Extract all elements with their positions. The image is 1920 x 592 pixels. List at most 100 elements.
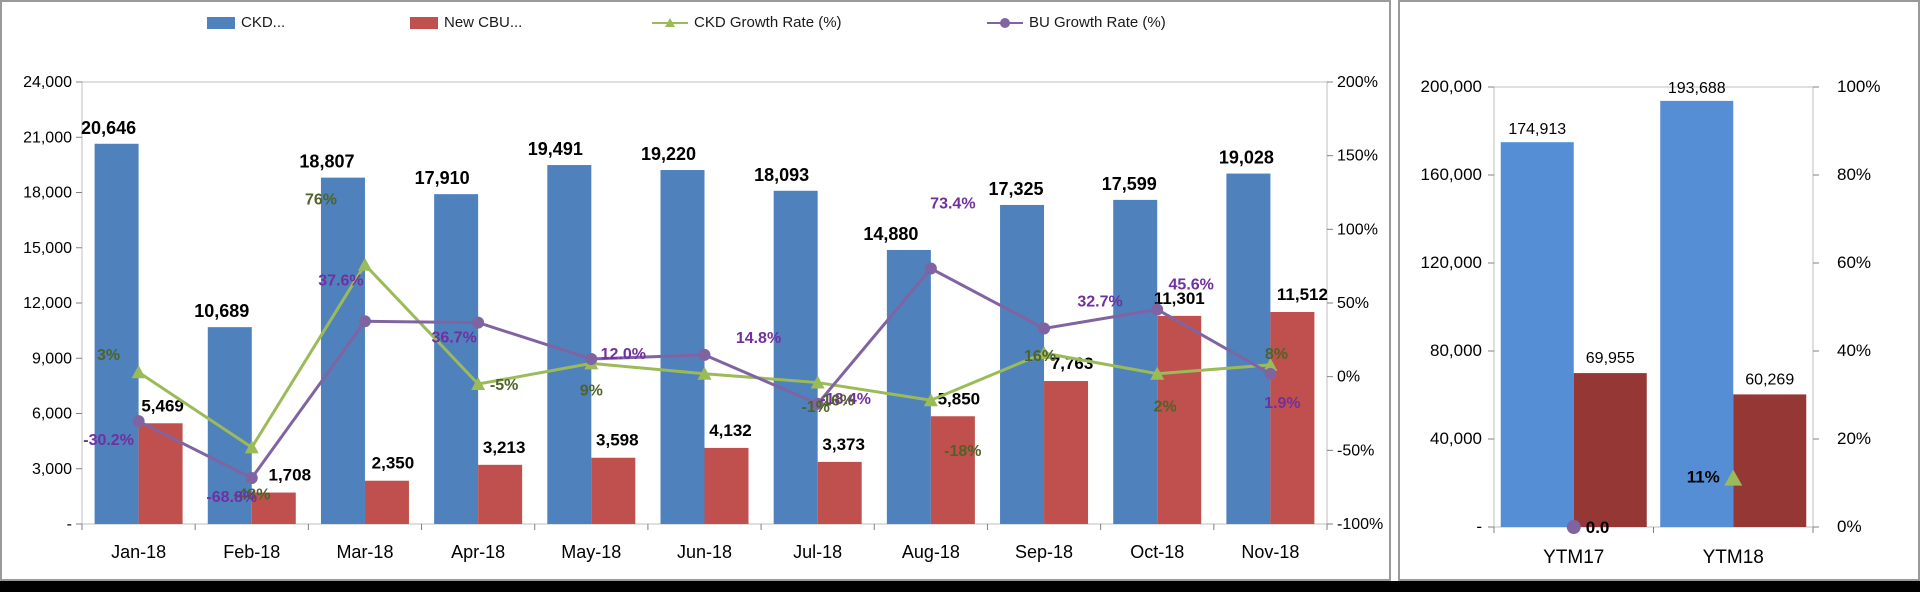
cbu-bar [1573, 373, 1647, 527]
ckd-bar [1226, 173, 1271, 524]
bu-growth-value-label: -68.8% [206, 489, 257, 506]
bu-growth-marker [1566, 520, 1581, 534]
ytd-chart-plot: 200,000 160,000 120,000 80,000 40,000 - 100% 80… [1421, 77, 1881, 568]
bu-growth-marker [924, 262, 937, 275]
legend-item-ckd-growth: CKD Growth Rate (%) [652, 14, 842, 31]
ckd-bar-value-label: 14,880 [863, 224, 918, 244]
ckd-bar [1500, 142, 1574, 527]
y-axis-tick-label: 9,000 [32, 350, 72, 367]
y2-axis-tick-label: 60% [1837, 253, 1871, 272]
bu-growth-value-label: 14.8% [736, 330, 781, 347]
cbu-bar [591, 457, 636, 524]
cbu-bar [478, 464, 523, 524]
cbu-bar [704, 447, 749, 524]
legend-label-ckd-growth: CKD Growth Rate (%) [694, 14, 842, 31]
bu-growth-value-label: 73.4% [930, 196, 975, 213]
x-axis-label: Nov-18 [1241, 542, 1299, 562]
y-axis-tick-label: 120,000 [1421, 253, 1482, 272]
bu-growth-value-label: -18.4% [820, 391, 871, 408]
x-axis-label: Jan-18 [111, 542, 166, 562]
ckd-growth-value-label: -16% [817, 392, 854, 409]
y-axis-tick-label: 80,000 [1430, 341, 1482, 360]
ckd-bar [94, 143, 139, 524]
ckd-growth-value-label: 76% [305, 192, 337, 209]
ckd-growth-marker [244, 440, 259, 454]
ckd-growth-marker [471, 377, 486, 391]
y-axis-tick-label: 21,000 [23, 129, 72, 146]
bu-growth-marker [811, 397, 824, 410]
cbu-bar-value-label: 69,955 [1586, 350, 1635, 367]
legend-swatch-ckd [207, 16, 235, 29]
ckd-bar-value-label: 193,688 [1668, 80, 1726, 97]
y-axis-tick-label: 40,000 [1430, 429, 1482, 448]
y2-axis-tick-label: 80% [1837, 165, 1871, 184]
y-axis-tick-label: - [67, 516, 72, 533]
y2-axis-tick-label: -100% [1337, 516, 1383, 533]
cbu-bar-value-label: 3,213 [483, 438, 526, 457]
y-axis-tick-label: 18,000 [23, 185, 72, 202]
cbu-bar-value-label: 11,512 [1277, 285, 1328, 304]
bu-growth-value-label: -30.2% [83, 432, 134, 449]
ckd-growth-value-label: 3% [97, 347, 120, 364]
cbu-bar-value-label: 1,708 [268, 466, 311, 485]
ckd-growth-marker [1724, 469, 1743, 486]
ckd-growth-value-label: 9% [580, 382, 603, 399]
ckd-growth-marker [1263, 357, 1278, 371]
ckd-bar [207, 327, 252, 524]
ckd-growth-marker [131, 365, 146, 379]
x-axis-label: Aug-18 [902, 542, 960, 562]
bu-growth-marker [1264, 367, 1277, 380]
bu-growth-value-label: 45.6% [1169, 276, 1214, 293]
ckd-bar [886, 249, 931, 524]
ckd-growth-marker [810, 375, 825, 389]
legend-swatch-cbu [410, 16, 438, 29]
ckd-growth-value-label: 8% [1265, 346, 1288, 363]
bu-growth-marker [698, 348, 711, 361]
bu-growth-marker [1151, 303, 1164, 316]
x-axis-label: Mar-18 [336, 542, 393, 562]
y-axis-tick-label: 24,000 [23, 74, 72, 91]
x-axis-label: YTM18 [1703, 547, 1764, 568]
y2-axis-tick-label: 200% [1337, 74, 1378, 91]
y2-axis-tick-label: 0% [1337, 369, 1360, 386]
y2-axis-tick-label: -50% [1337, 442, 1374, 459]
y2-axis-tick-label: 100% [1837, 77, 1880, 96]
monthly-chart-plot: 24,000 21,000 18,000 15,000 12,000 9,000 6,000… [23, 74, 1383, 562]
ckd-growth-marker [1037, 346, 1052, 360]
ckd-bar-value-label: 174,913 [1508, 121, 1566, 138]
y-axis-tick-label: 160,000 [1421, 165, 1482, 184]
ckd-growth-marker [697, 366, 712, 380]
legend-item-cbu: New CBU... [410, 14, 522, 31]
legend-swatch-bu-growth [987, 17, 1023, 28]
ckd-bar-value-label: 19,220 [641, 144, 696, 164]
ckd-bar [1000, 204, 1045, 524]
ckd-bar-value-label: 19,028 [1219, 148, 1274, 168]
y-axis-tick-label: 15,000 [23, 240, 72, 257]
bottom-border [0, 581, 1920, 592]
cbu-bar [364, 480, 409, 524]
bu-growth-marker [245, 472, 258, 485]
cbu-bar-value-label: 5,469 [141, 396, 184, 415]
ckd-bar-value-label: 10,689 [194, 301, 249, 321]
cbu-bar-value-label: 3,373 [822, 435, 865, 454]
ckd-bar [773, 190, 818, 525]
cbu-bar [930, 416, 975, 524]
ckd-bar [1113, 199, 1158, 525]
y2-axis-tick-label: 150% [1337, 148, 1378, 165]
x-axis-label: Jul-18 [793, 542, 842, 562]
y-axis-tick-label: 200,000 [1421, 77, 1482, 96]
bu-growth-marker [358, 315, 371, 328]
cbu-bar-value-label: 60,269 [1745, 371, 1794, 388]
bu-growth-value-label: 32.7% [1077, 293, 1122, 310]
x-axis-label: Apr-18 [451, 542, 505, 562]
x-axis-label: YTM17 [1543, 547, 1604, 568]
y-axis-tick-label: - [1476, 517, 1482, 536]
cbu-bar [1733, 394, 1807, 527]
ckd-bar-value-label: 18,093 [754, 165, 809, 185]
ckd-growth-value-label: -18% [944, 443, 981, 460]
cbu-bar [251, 492, 296, 524]
ckd-growth-value-label: -5% [490, 377, 518, 394]
ckd-bar-value-label: 20,646 [81, 118, 136, 138]
legend-item-ckd: CKD... [207, 14, 285, 31]
cbu-bar-value-label: 3,598 [596, 431, 639, 450]
